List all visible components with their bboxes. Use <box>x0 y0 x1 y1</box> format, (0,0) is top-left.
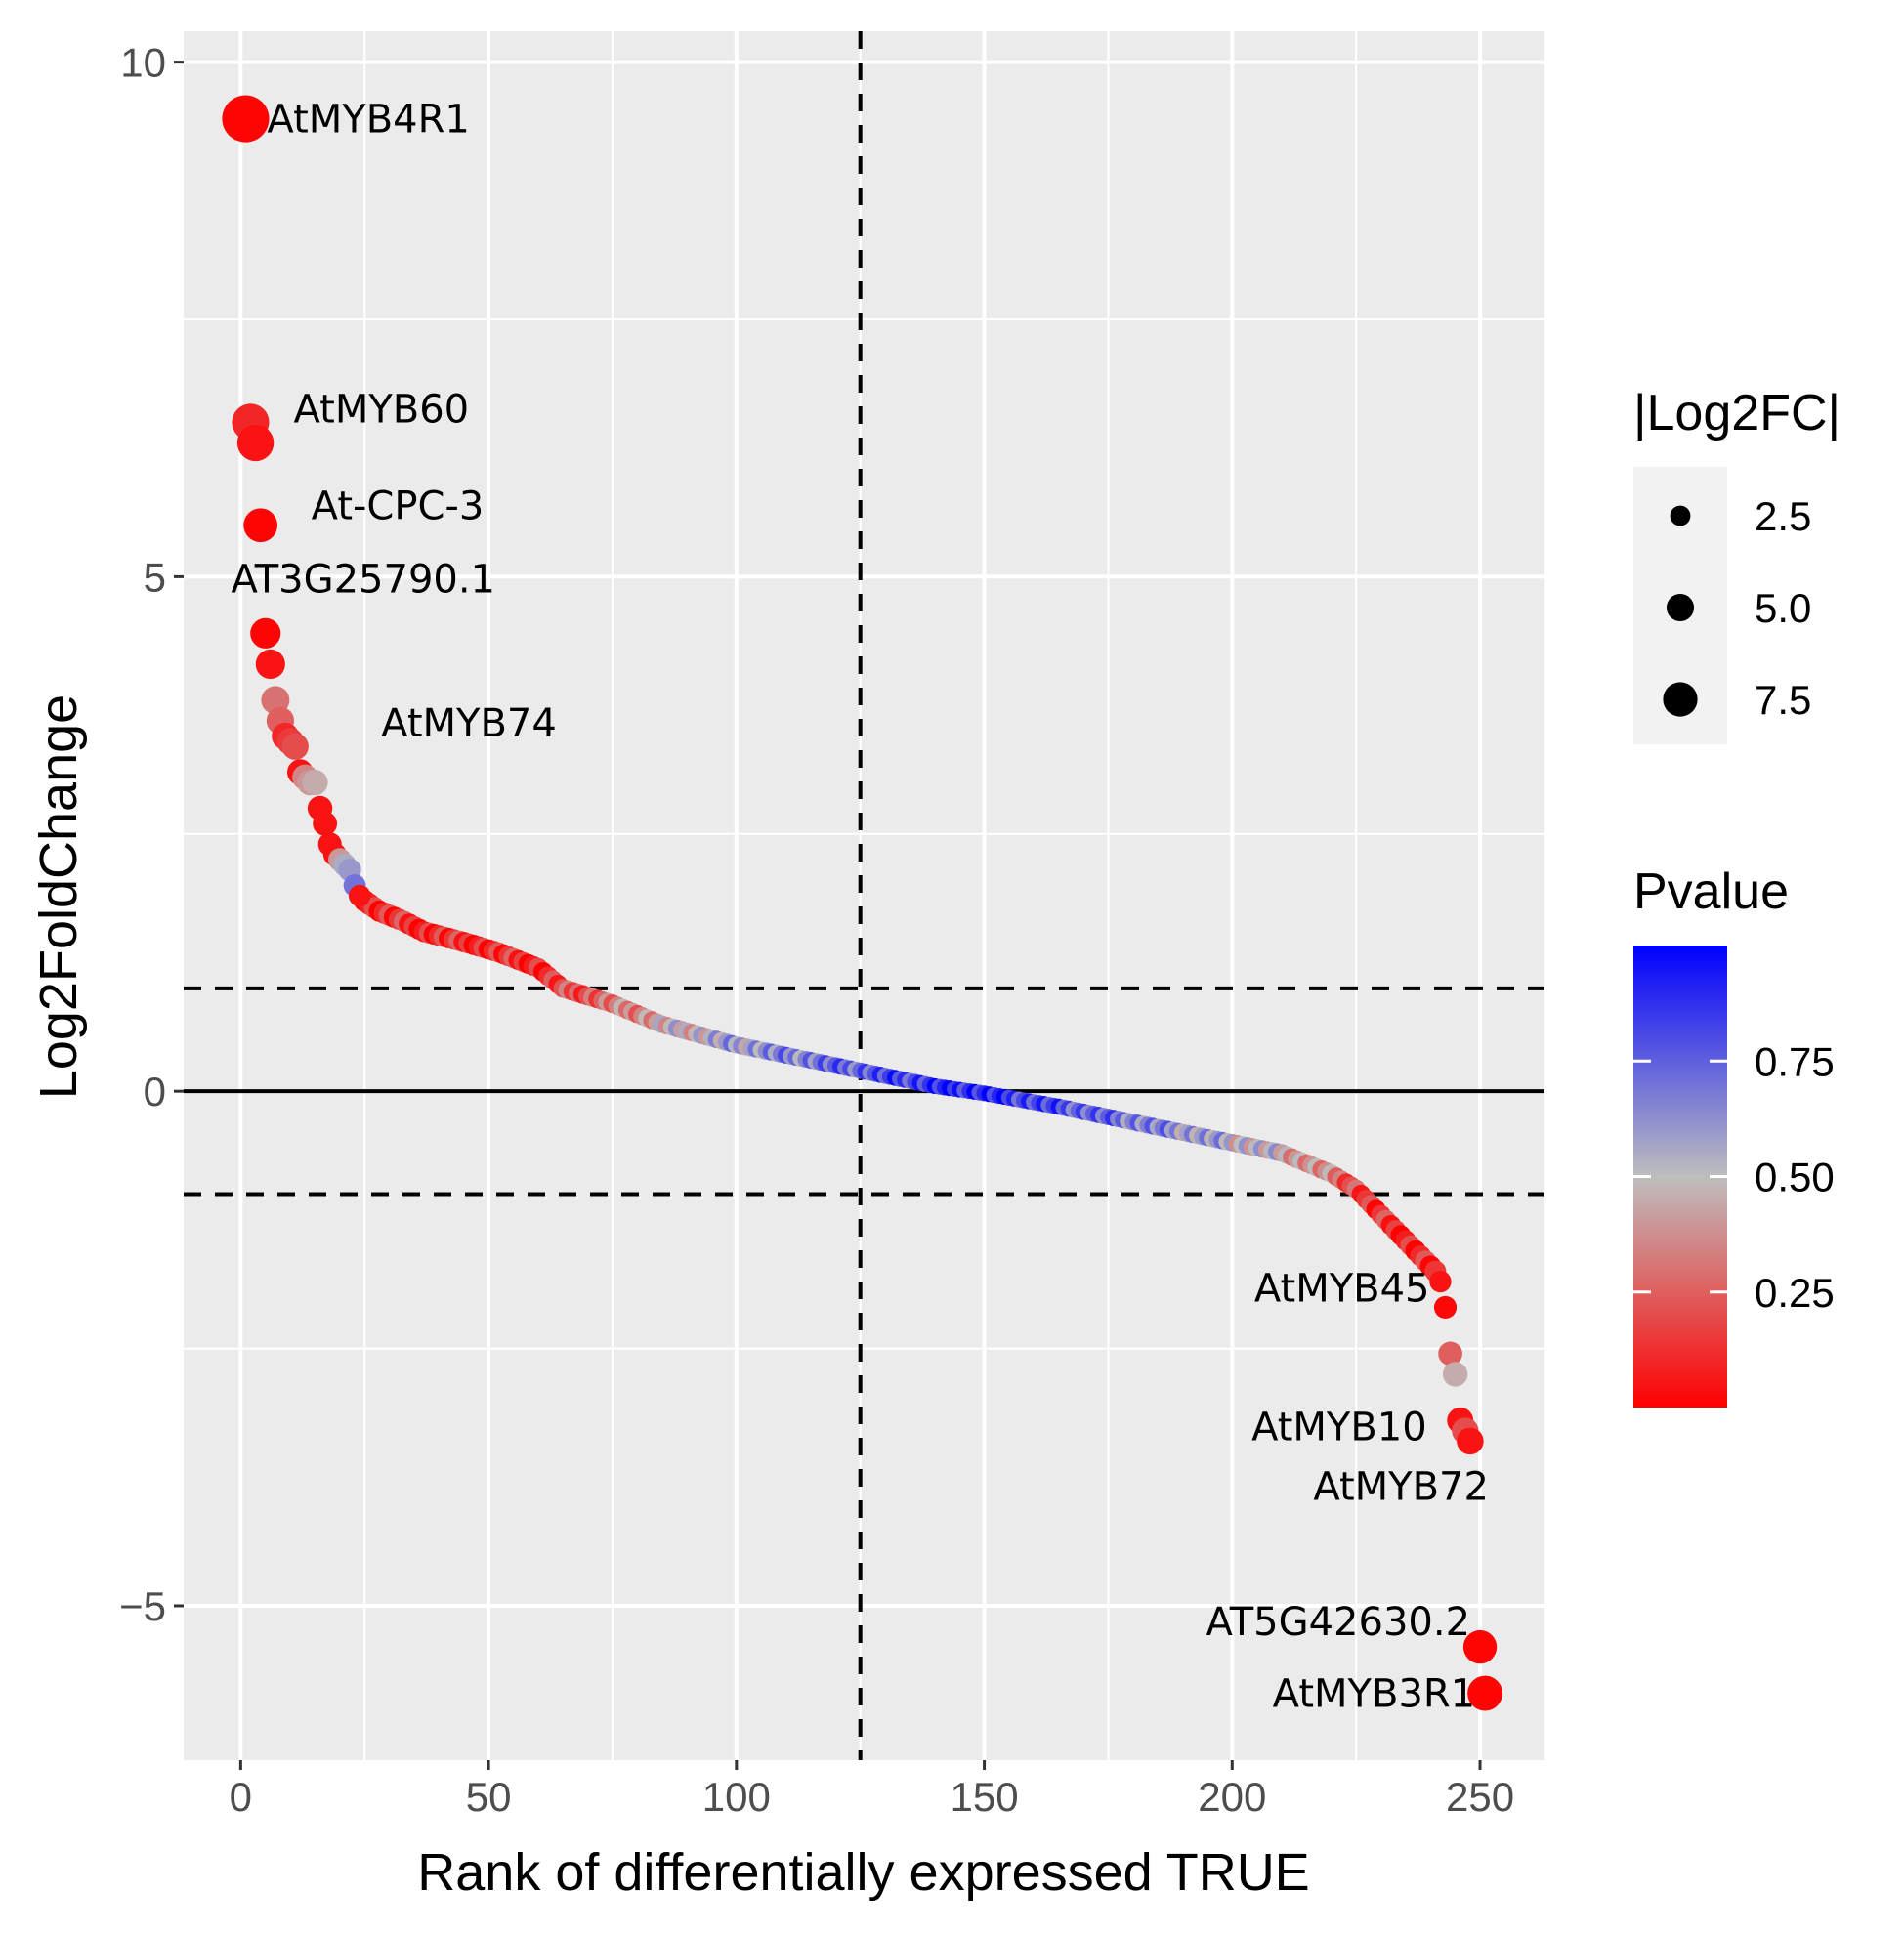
size-legend: |Log2FC| 2.5 5.0 7.5 <box>1633 385 1841 744</box>
size-legend-dot <box>1663 682 1698 717</box>
data-point <box>1429 1270 1452 1293</box>
reference-lines <box>184 31 1544 1760</box>
gene-label: AT3G25790.1 <box>231 557 495 602</box>
data-point <box>222 95 270 143</box>
gene-label: AtMYB72 <box>1313 1464 1489 1509</box>
size-legend-dot <box>1666 593 1695 622</box>
data-point <box>281 733 309 760</box>
size-legend-label: 2.5 <box>1755 493 1811 539</box>
x-tick-label: 50 <box>466 1774 512 1820</box>
gene-label: AT5G42630.2 <box>1206 1600 1470 1645</box>
y-tick-label: 10 <box>120 40 166 86</box>
data-point <box>313 811 338 836</box>
x-tick-label: 100 <box>702 1774 771 1820</box>
size-legend-label: 7.5 <box>1755 677 1811 723</box>
data-point <box>255 649 285 680</box>
y-tick-label: −5 <box>119 1583 166 1629</box>
size-legend-label: 5.0 <box>1755 585 1811 631</box>
data-point <box>236 424 275 462</box>
color-legend: Pvalue 0.75 0.50 0.25 <box>1633 863 1835 1408</box>
x-tick-label: 200 <box>1198 1774 1266 1820</box>
gene-label: At-CPC-3 <box>312 484 485 529</box>
data-point <box>1442 1362 1468 1387</box>
x-tick-label: 250 <box>1446 1774 1514 1820</box>
gene-label: AtMYB45 <box>1254 1266 1430 1311</box>
color-legend-label: 0.50 <box>1755 1155 1835 1200</box>
data-point <box>348 884 371 907</box>
color-legend-label: 0.75 <box>1755 1038 1835 1084</box>
data-point <box>302 770 328 796</box>
y-tick-label: 0 <box>144 1069 166 1114</box>
gene-label: AtMYB74 <box>381 701 557 746</box>
data-point <box>243 508 278 543</box>
color-legend-label: 0.25 <box>1755 1270 1835 1316</box>
data-points <box>222 95 1503 1711</box>
x-tick-label: 150 <box>951 1774 1019 1820</box>
data-point <box>1433 1295 1458 1319</box>
gene-label: AtMYB4R1 <box>267 98 469 143</box>
x-axis-title: Rank of differentially expressed TRUE <box>417 1843 1309 1902</box>
data-point <box>250 617 281 649</box>
data-point <box>1457 1427 1484 1455</box>
gene-label: AtMYB3R1 <box>1273 1672 1475 1717</box>
gene-label: AtMYB10 <box>1251 1405 1427 1450</box>
size-legend-dot <box>1670 505 1691 526</box>
y-tick-label: 5 <box>144 554 166 600</box>
gene-label: AtMYB60 <box>294 387 470 432</box>
data-point <box>1438 1341 1462 1366</box>
color-legend-title: Pvalue <box>1633 863 1789 920</box>
y-axis-title: Log2FoldChange <box>29 694 88 1099</box>
data-point <box>1467 1675 1503 1711</box>
data-point <box>1462 1629 1498 1664</box>
x-tick-label: 0 <box>230 1774 252 1820</box>
size-legend-title: |Log2FC| <box>1633 385 1841 441</box>
point-labels: AtMYB4R1 AtMYB60 At-CPC-3 AT3G25790.1 AtMYB7… <box>231 98 1488 1717</box>
